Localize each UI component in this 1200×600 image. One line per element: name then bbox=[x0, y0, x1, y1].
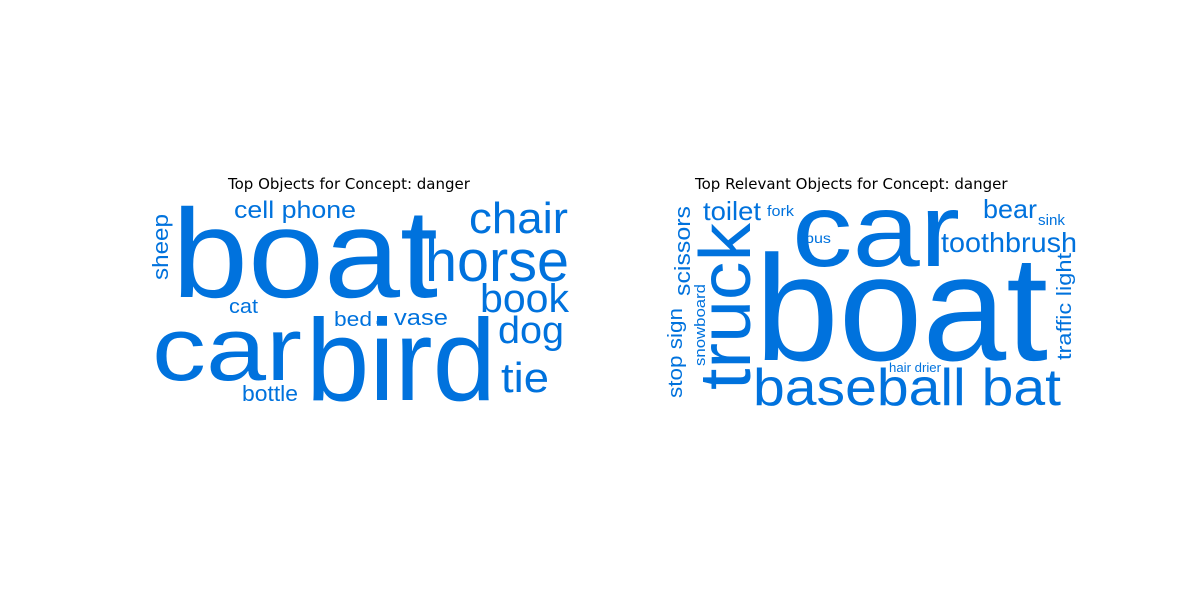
word-dog: dog bbox=[498, 310, 564, 352]
right-cloud-title: Top Relevant Objects for Concept: danger bbox=[695, 175, 1008, 193]
left-cloud-title: Top Objects for Concept: danger bbox=[228, 175, 470, 193]
word-truck: truck bbox=[686, 222, 766, 390]
word-snowboard: snowboard bbox=[692, 284, 709, 366]
word-bottle: bottle bbox=[242, 381, 298, 406]
word-book: book bbox=[480, 277, 570, 321]
word-baseball-bat: baseball bat bbox=[753, 359, 1062, 417]
word-bus: bus bbox=[805, 230, 831, 246]
word-bed: bed bbox=[334, 309, 372, 331]
word-bear: bear bbox=[983, 194, 1037, 224]
word-stop-sign: stop sign bbox=[665, 308, 687, 398]
word-boat: boat bbox=[172, 183, 438, 324]
word-scissors: scissors bbox=[670, 206, 695, 296]
right-word-cloud: boat car truck baseball bat toilet fork … bbox=[665, 173, 1077, 417]
left-word-cloud: boat car bird horse chair cell phone boo… bbox=[148, 183, 570, 425]
word-vase: vase bbox=[394, 305, 448, 330]
word-boat: boat bbox=[755, 224, 1048, 392]
word-traffic-light: traffic light bbox=[1054, 252, 1076, 360]
word-cell-phone: cell phone bbox=[234, 197, 356, 224]
word-sheep: sheep bbox=[148, 214, 173, 280]
word-horse: horse bbox=[425, 229, 569, 294]
word-cat: cat bbox=[229, 296, 258, 318]
word-toothbrush: toothbrush bbox=[941, 227, 1077, 258]
word-fork: fork bbox=[767, 203, 795, 220]
word-bird: bird bbox=[306, 295, 496, 425]
word-car: car bbox=[792, 173, 960, 289]
word-car: car bbox=[152, 300, 302, 400]
word-toilet: toilet bbox=[703, 196, 762, 226]
word-sink: sink bbox=[1038, 212, 1065, 229]
word-tie: tie bbox=[501, 354, 549, 401]
word-dot: . bbox=[372, 298, 386, 331]
word-hair-drier: hair drier bbox=[889, 360, 942, 375]
word-chair: chair bbox=[469, 194, 568, 243]
